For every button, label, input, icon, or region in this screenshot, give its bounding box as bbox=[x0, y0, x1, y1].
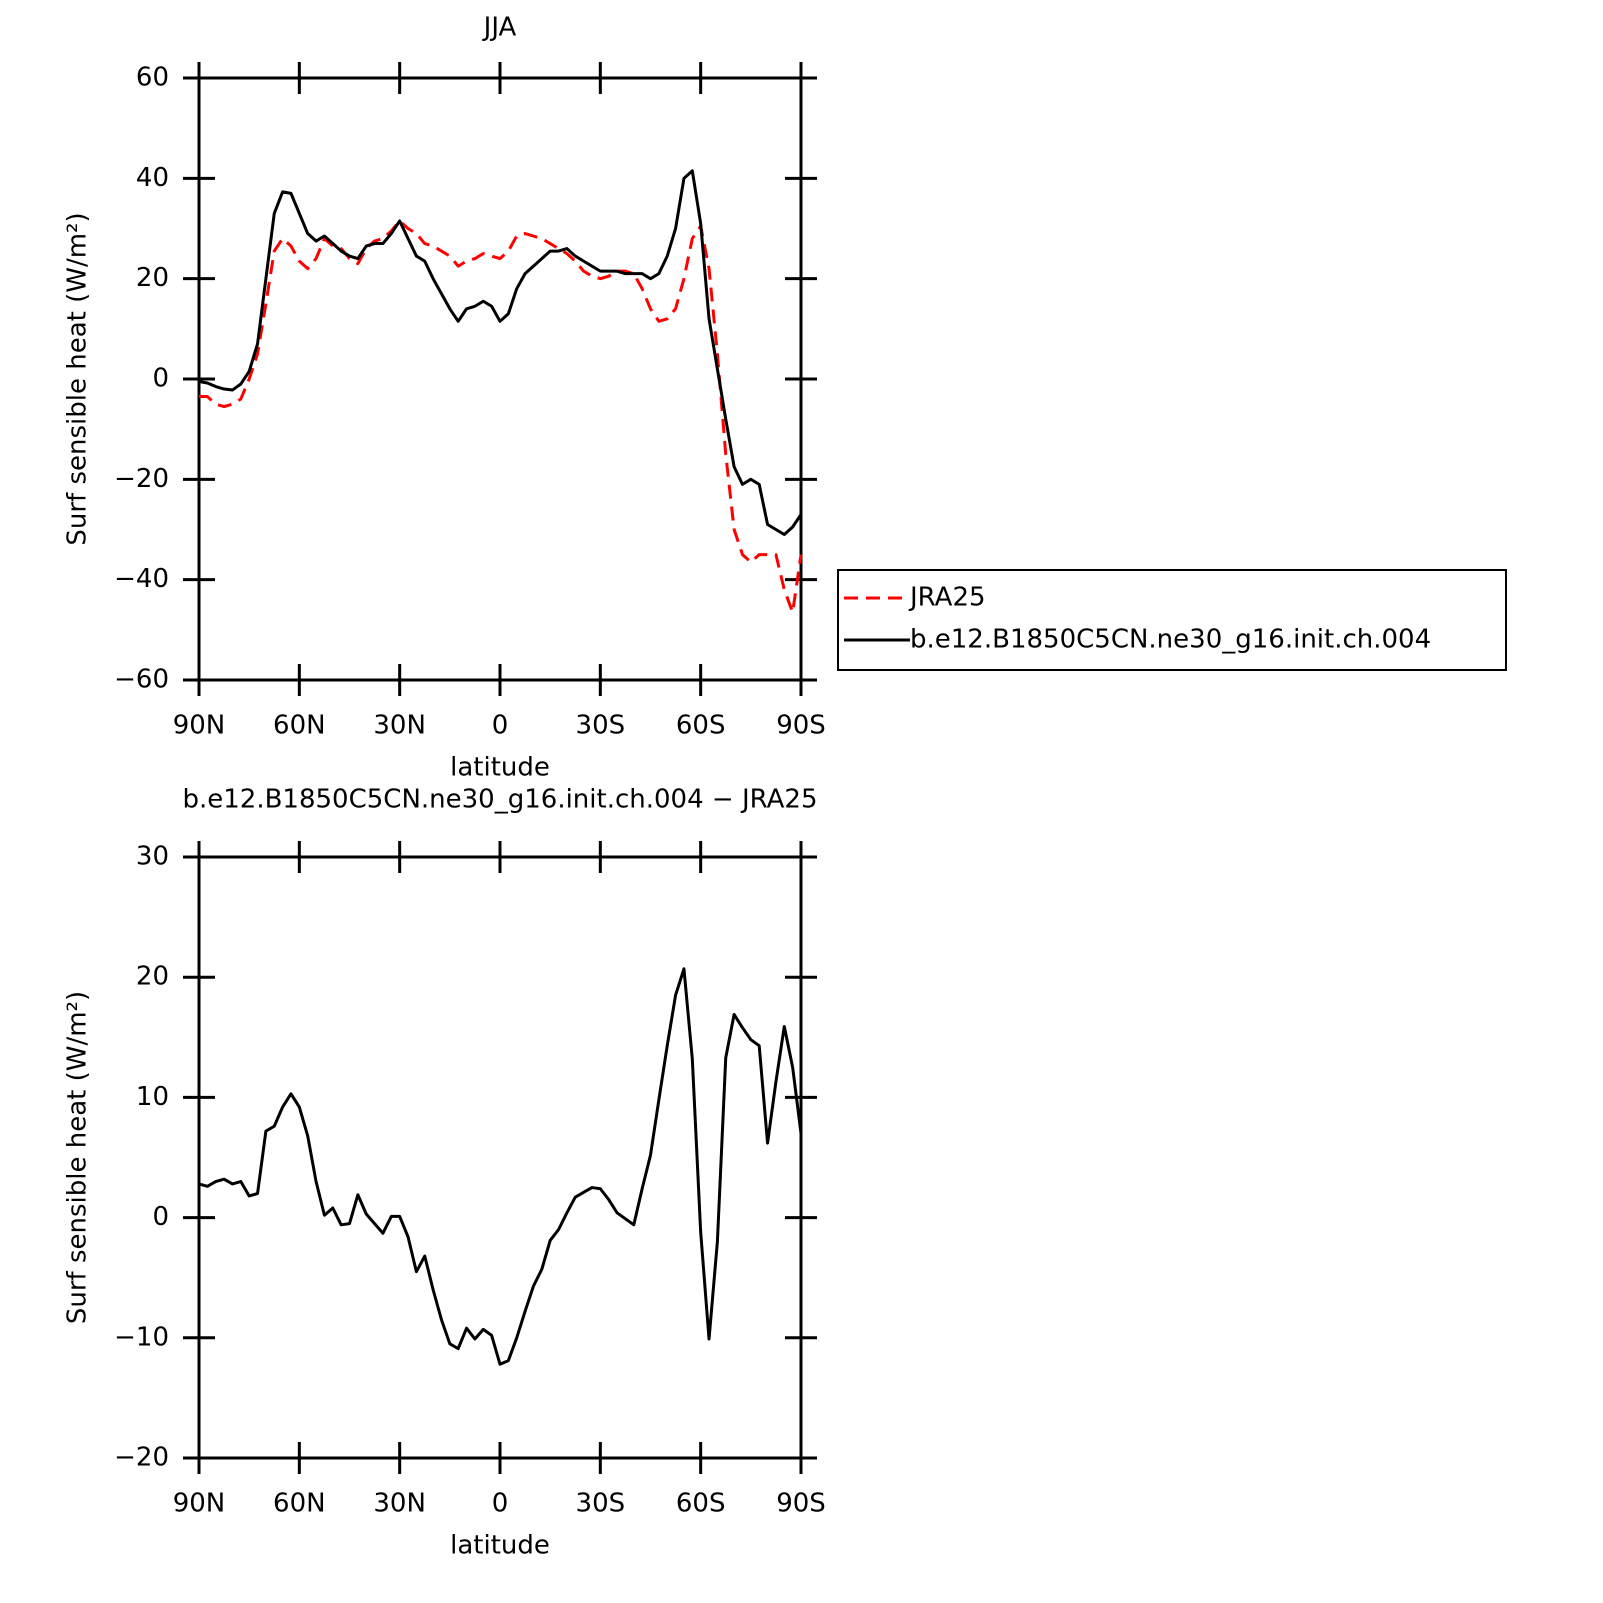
x-tick-label: 30N bbox=[373, 1489, 426, 1519]
x-tick-label: 90N bbox=[173, 1489, 226, 1519]
data-line bbox=[199, 219, 803, 614]
y-tick-label: 10 bbox=[136, 1082, 169, 1112]
x-tick-label: 0 bbox=[492, 711, 509, 741]
y-tick-label: −60 bbox=[114, 665, 169, 695]
y-tick-label: 30 bbox=[136, 842, 169, 872]
x-tick-label: 0 bbox=[492, 1489, 509, 1519]
legend-label: b.e12.B1850C5CN.ne30_g16.init.ch.004 bbox=[910, 625, 1431, 655]
y-tick-label: 0 bbox=[152, 364, 169, 394]
x-tick-label: 30N bbox=[373, 711, 426, 741]
y-tick-label: 40 bbox=[136, 163, 169, 193]
y-tick-label: 20 bbox=[136, 962, 169, 992]
x-tick-label: 30S bbox=[576, 711, 626, 741]
y-tick-label: 0 bbox=[152, 1202, 169, 1232]
x-tick-label: 90N bbox=[173, 711, 226, 741]
y-tick-label: −10 bbox=[114, 1322, 169, 1352]
y-axis-label: Surf sensible heat (W/m²) bbox=[63, 991, 93, 1324]
y-tick-label: −20 bbox=[114, 1443, 169, 1473]
chart-title: JJA bbox=[482, 13, 517, 43]
legend-box bbox=[837, 569, 1507, 671]
data-line bbox=[198, 967, 803, 1366]
y-tick-label: 60 bbox=[136, 63, 169, 93]
x-tick-label: 90S bbox=[776, 1489, 826, 1519]
y-tick-label: 20 bbox=[136, 263, 169, 293]
x-tick-label: 60N bbox=[273, 1489, 326, 1519]
x-tick-label: 30S bbox=[576, 1489, 626, 1519]
y-axis-label: Surf sensible heat (W/m²) bbox=[63, 212, 93, 545]
x-tick-label: 60S bbox=[676, 711, 726, 741]
y-tick-label: −40 bbox=[114, 564, 169, 594]
x-tick-label: 60S bbox=[676, 1489, 726, 1519]
plot-frame bbox=[197, 76, 803, 682]
x-axis-label: latitude bbox=[450, 753, 550, 783]
plot-frame bbox=[197, 855, 803, 1460]
legend-label: JRA25 bbox=[908, 583, 986, 613]
chart-title: b.e12.B1850C5CN.ne30_g16.init.ch.004 − J… bbox=[182, 785, 817, 815]
x-axis-label: latitude bbox=[450, 1531, 550, 1561]
x-tick-label: 90S bbox=[776, 711, 826, 741]
y-tick-label: −20 bbox=[114, 464, 169, 494]
x-tick-label: 60N bbox=[273, 711, 326, 741]
data-line bbox=[198, 169, 803, 537]
